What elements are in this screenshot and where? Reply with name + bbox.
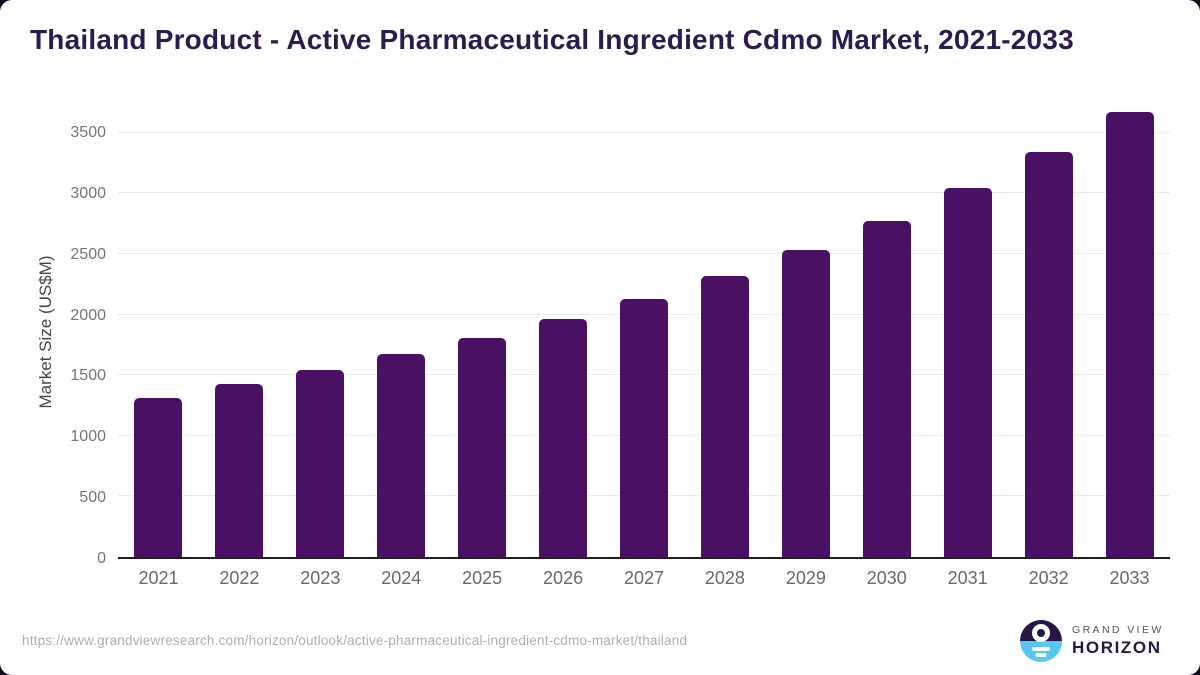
bar-2023 [296,370,345,557]
y-tick-label-0: 0 [97,550,106,567]
grand-view-horizon-logo: GRAND VIEW HORIZON [1020,620,1164,662]
x-tick-label-2033: 2033 [1109,567,1150,588]
bar-2022 [215,384,264,557]
logo-text: GRAND VIEW HORIZON [1072,624,1164,658]
horizon-logo-icon [1020,620,1062,662]
bar-2030 [862,221,911,557]
x-tick-label-2023: 2023 [300,567,341,588]
y-tick-label-500: 500 [79,489,106,507]
y-tick-label-3000: 3000 [70,184,106,202]
x-tick-label-2026: 2026 [543,567,584,588]
bar-2028 [700,276,749,557]
bars-row [118,105,1170,557]
y-tick-label-1000: 1000 [70,428,106,446]
bar-2032 [1024,151,1073,557]
source-url: https://www.grandviewresearch.com/horizo… [22,633,688,648]
x-tick-label-2032: 2032 [1028,567,1069,588]
y-tick-label-2000: 2000 [70,306,106,324]
sun-icon [1032,624,1050,642]
x-tick-label-2022: 2022 [219,567,260,588]
bar-2025 [458,338,507,557]
x-tick-label-2031: 2031 [947,567,988,588]
x-tick-label-2029: 2029 [785,567,826,588]
logo-text-horizon: HORIZON [1072,638,1162,657]
gridline-3000 [118,192,1170,194]
y-tick-label-2500: 2500 [70,245,106,263]
x-tick-label-2027: 2027 [623,567,665,588]
bar-2031 [943,188,992,557]
bar-2024 [377,354,426,557]
bar-2029 [781,250,830,557]
gridline-2500 [118,253,1170,255]
x-tick-label-2025: 2025 [462,567,503,588]
bar-2027 [619,298,668,557]
x-tick-label-2028: 2028 [704,567,745,588]
x-tick-label-2024: 2024 [381,567,422,588]
y-tick-label-1500: 1500 [70,367,106,385]
plot-area [118,105,1170,559]
x-tick-label-2021: 2021 [138,567,179,588]
wave-line-icon [1035,653,1047,657]
bar-2021 [134,397,183,557]
bar-2033 [1105,111,1154,557]
bar-2026 [539,318,588,557]
wave-line-icon [1032,647,1050,651]
chart-title: Thailand Product - Active Pharmaceutical… [30,24,1074,55]
y-axis-labels: 0 500 1000 1500 2000 2500 3000 3500 [40,105,106,567]
y-tick-label-3500: 3500 [70,124,106,141]
x-axis-labels: 2021 2022 2023 2024 2025 2026 2027 2028 2029 2030… [118,563,1170,593]
logo-text-grand-view: GRAND VIEW [1072,624,1164,636]
x-tick-label-2030: 2030 [866,567,907,588]
gridline-3500 [118,131,1170,133]
